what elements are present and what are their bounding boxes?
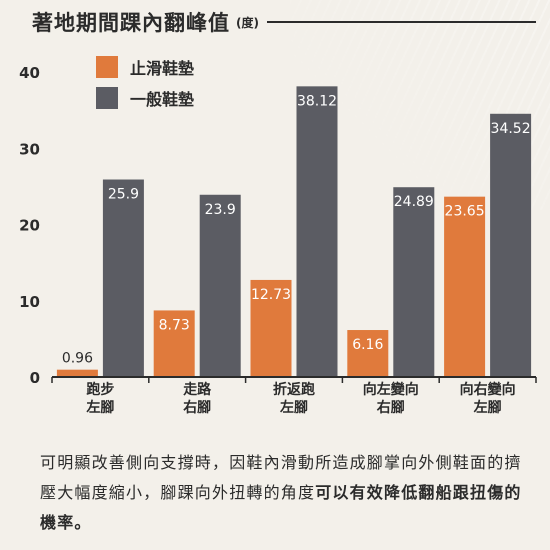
y-tick-label: 20 <box>19 217 40 235</box>
data-label: 12.73 <box>251 287 291 303</box>
data-label: 8.73 <box>159 317 190 333</box>
legend: 止滑鞋墊 一般鞋墊 <box>96 56 194 118</box>
legend-label-series-2: 一般鞋墊 <box>130 90 195 109</box>
y-tick-label: 40 <box>19 64 40 82</box>
bar-series-1 <box>56 369 98 377</box>
y-tick-label: 10 <box>19 293 40 311</box>
caption-text: 可明顯改善側向支撐時，因鞋內滑動所造成腳掌向外側鞋面的擠壓大幅度縮小，腳踝向外扭… <box>40 453 522 502</box>
bar-chart: 0 10 20 30 40 0.96 8.73 12.73 6.16 23.65 25.9 23.9 3… <box>19 64 537 416</box>
bar-series-1 <box>444 196 486 377</box>
x-tick-label: 右腳 <box>182 399 211 416</box>
legend-swatch-series-1 <box>96 56 118 78</box>
bar-series-1 <box>347 330 389 377</box>
x-tick-label: 走路 <box>183 381 212 398</box>
data-label: 24.89 <box>394 194 434 210</box>
data-label: 38.12 <box>297 93 337 109</box>
data-label: 6.16 <box>352 337 383 353</box>
data-label: 23.9 <box>205 202 236 218</box>
legend-swatch-series-2 <box>96 87 118 109</box>
bar-series-2 <box>199 194 241 377</box>
x-tick-label: 右腳 <box>376 399 405 416</box>
bar-series-1 <box>153 310 195 377</box>
chart-unit: (度) <box>236 15 259 30</box>
x-tick-label: 左腳 <box>473 399 502 416</box>
data-label: 23.65 <box>445 204 485 220</box>
x-tick-label: 左腳 <box>279 399 308 416</box>
chart-header: 著地期間踝內翻峰值 (度) <box>32 6 536 38</box>
chart-title: 著地期間踝內翻峰值 <box>32 11 230 35</box>
bar-series-2 <box>490 113 532 377</box>
x-tick-label: 折返跑 <box>273 381 315 398</box>
y-tick-label: 30 <box>19 140 40 158</box>
x-tick-label: 向左變向 <box>363 381 419 398</box>
caption: 可明顯改善側向支撐時，因鞋內滑動所造成腳掌向外側鞋面的擠壓大幅度縮小，腳踝向外扭… <box>40 448 528 538</box>
data-label: 34.52 <box>491 121 531 137</box>
x-tick-label: 跑步 <box>86 381 114 398</box>
y-tick-label: 0 <box>30 369 40 387</box>
legend-label-series-1: 止滑鞋墊 <box>130 59 195 78</box>
data-label: 25.9 <box>108 187 139 203</box>
legend-item-series-1: 止滑鞋墊 <box>96 56 194 78</box>
bar-series-2 <box>393 187 435 377</box>
title-rule <box>266 21 536 23</box>
bar-series-2 <box>296 86 338 378</box>
x-tick-label: 向右變向 <box>460 381 516 398</box>
caption-bold-text: 可以有效降低翻船跟扭傷的機率。 <box>40 483 522 532</box>
x-tick-label: 左腳 <box>85 399 114 416</box>
data-label: 0.96 <box>62 351 93 367</box>
bar-series-1 <box>250 279 292 377</box>
legend-item-series-2: 一般鞋墊 <box>96 87 194 109</box>
bar-series-2 <box>102 179 144 377</box>
